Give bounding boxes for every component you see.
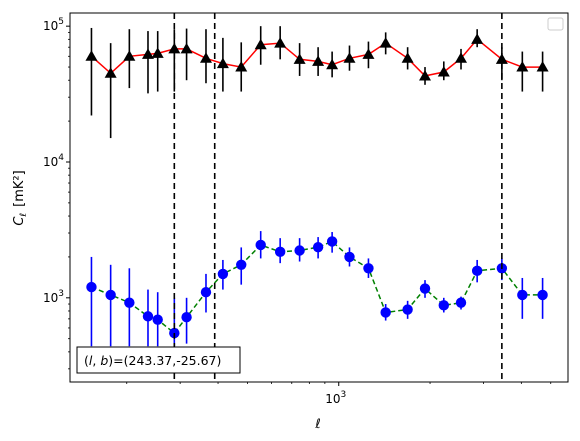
- data-point: [236, 259, 247, 271]
- data-point: [419, 283, 431, 294]
- data-point: [537, 289, 548, 301]
- data-point: [379, 37, 392, 48]
- data-point: [104, 67, 117, 78]
- data-point: [471, 265, 483, 277]
- data-point: [235, 61, 248, 72]
- y-tick-label: 105: [43, 17, 64, 33]
- data-point: [85, 50, 98, 61]
- data-point: [402, 304, 413, 315]
- series-1: [85, 26, 549, 139]
- data-point: [517, 289, 528, 301]
- y-tick-label: 103: [43, 289, 64, 305]
- data-point: [124, 297, 135, 308]
- vertical-lines: [173, 13, 503, 382]
- plot-area: [70, 13, 568, 382]
- data-point: [437, 65, 450, 77]
- data-point: [401, 52, 414, 63]
- data-point: [141, 48, 154, 59]
- data-point: [274, 37, 287, 48]
- x-axis-label: ℓ: [314, 417, 320, 432]
- data-point: [274, 246, 286, 258]
- data-point: [123, 50, 136, 61]
- data-point: [419, 69, 432, 81]
- data-point: [455, 297, 467, 308]
- data-point: [255, 239, 266, 251]
- data-point: [516, 61, 529, 72]
- series-2: [86, 231, 548, 347]
- data-point: [438, 300, 449, 311]
- series-layer: [85, 26, 549, 347]
- y-axis-label: Cℓ[mK²]: [12, 170, 29, 225]
- data-point: [326, 236, 338, 247]
- data-point: [217, 268, 229, 280]
- data-point: [86, 281, 97, 293]
- data-point: [455, 52, 468, 63]
- data-point: [199, 52, 212, 63]
- x-tick-label: 103: [325, 390, 346, 406]
- data-point: [344, 251, 355, 263]
- data-point: [293, 53, 306, 64]
- data-point: [380, 307, 391, 318]
- data-point: [326, 58, 339, 70]
- data-point: [343, 52, 356, 63]
- y-tick-label: 104: [43, 153, 64, 169]
- data-point: [151, 47, 164, 58]
- data-point: [363, 263, 374, 274]
- data-point: [216, 57, 229, 69]
- data-point: [536, 61, 549, 72]
- annotation: (l, b)=(243.37,-25.67): [76, 346, 241, 374]
- data-point: [254, 38, 267, 50]
- annotation-box: [76, 346, 241, 374]
- data-point: [312, 241, 324, 253]
- data-point: [200, 286, 212, 298]
- data-point: [471, 33, 484, 44]
- data-point: [152, 314, 163, 325]
- data-point: [362, 48, 375, 59]
- plot-frame: [69, 12, 569, 383]
- data-point: [294, 245, 305, 256]
- svg-text:Cℓ[mK²]: Cℓ[mK²]: [12, 170, 29, 225]
- data-point: [180, 42, 193, 54]
- data-point: [312, 55, 325, 66]
- data-point: [181, 311, 192, 323]
- data-point: [105, 289, 116, 301]
- annotation-text: (l, b)=(243.37,-25.67): [84, 353, 221, 368]
- data-point: [142, 311, 154, 322]
- legend-box: [547, 17, 564, 31]
